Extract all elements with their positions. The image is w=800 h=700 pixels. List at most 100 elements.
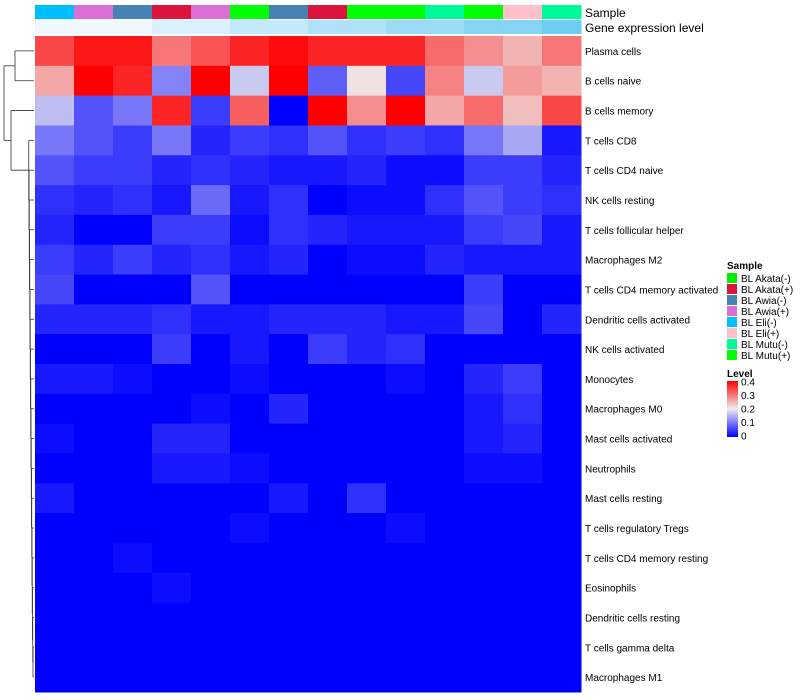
heatmap-cell bbox=[425, 304, 465, 335]
heatmap-cell bbox=[503, 602, 543, 633]
heatmap-cell bbox=[35, 393, 75, 425]
heatmap-cell bbox=[230, 125, 270, 156]
heatmap-cell bbox=[503, 36, 543, 67]
sample-track-label: Sample bbox=[585, 6, 626, 20]
heatmap-cell bbox=[230, 453, 270, 484]
row-label: T cells CD4 memory resting bbox=[585, 554, 708, 565]
heatmap-cell bbox=[35, 214, 75, 246]
heatmap-cell bbox=[308, 244, 348, 276]
heatmap-cell bbox=[386, 632, 426, 663]
heatmap-cell bbox=[191, 244, 231, 276]
heatmap-cell bbox=[113, 572, 153, 604]
heatmap-cell bbox=[503, 542, 543, 574]
heatmap-cell bbox=[308, 95, 348, 126]
heatmap-cell bbox=[152, 65, 192, 97]
heatmap-cell bbox=[113, 334, 153, 365]
sample-legend-label: BL Akata(+) bbox=[741, 285, 793, 296]
heatmap-cell bbox=[269, 393, 309, 425]
heatmap-cell bbox=[113, 155, 153, 186]
heatmap-cell bbox=[542, 542, 582, 574]
heatmap-cell bbox=[308, 393, 348, 425]
row-label: T cells CD8 bbox=[585, 136, 637, 147]
heatmap-cell bbox=[347, 662, 387, 693]
expression-level-annotation-cell bbox=[308, 20, 348, 34]
heatmap-cell bbox=[74, 95, 114, 126]
sample-legend-label: BL Mutu(+) bbox=[741, 351, 790, 362]
heatmap-cell bbox=[503, 304, 543, 335]
heatmap-cell bbox=[308, 155, 348, 186]
heatmap-cell bbox=[425, 572, 465, 604]
row-label: T cells follicular helper bbox=[585, 226, 684, 237]
heatmap-cell bbox=[230, 572, 270, 604]
heatmap-cell bbox=[230, 542, 270, 574]
sample-annotation-cell bbox=[347, 5, 387, 19]
sample-annotation-cell bbox=[386, 5, 426, 19]
heatmap-cell bbox=[113, 244, 153, 276]
heatmap-cell bbox=[464, 453, 504, 484]
heatmap-cell bbox=[425, 364, 465, 395]
heatmap-cell bbox=[230, 513, 270, 544]
heatmap-cell bbox=[308, 65, 348, 97]
heatmap-cell bbox=[308, 214, 348, 246]
sample-legend-swatch bbox=[727, 295, 737, 305]
heatmap-cell bbox=[386, 95, 426, 126]
heatmap-cell bbox=[464, 364, 504, 395]
heatmap-cell bbox=[74, 274, 114, 305]
heatmap-cell bbox=[74, 214, 114, 246]
heatmap-cell bbox=[542, 304, 582, 335]
heatmap-cell bbox=[74, 125, 114, 156]
heatmap-cell bbox=[308, 304, 348, 335]
heatmap-cell bbox=[191, 453, 231, 484]
heatmap-cell bbox=[503, 423, 543, 454]
heatmap-cell bbox=[113, 393, 153, 425]
heatmap-cell bbox=[35, 662, 75, 693]
heatmap-cell bbox=[152, 185, 192, 216]
heatmap-cell bbox=[230, 483, 270, 514]
heatmap-cell bbox=[386, 185, 426, 216]
heatmap-cell bbox=[230, 364, 270, 395]
heatmap-cell bbox=[386, 453, 426, 484]
heatmap-cell bbox=[386, 662, 426, 693]
sample-annotation-cell bbox=[425, 5, 465, 19]
sample-annotation-cell bbox=[191, 5, 231, 19]
heatmap-cell bbox=[386, 334, 426, 365]
expression-level-annotation-cell bbox=[425, 20, 465, 34]
heatmap-cell bbox=[386, 423, 426, 454]
row-label: B cells memory bbox=[585, 107, 653, 118]
heatmap-cell bbox=[464, 36, 504, 67]
heatmap-cell bbox=[230, 274, 270, 305]
heatmap-cell bbox=[269, 572, 309, 604]
heatmap-cell bbox=[35, 95, 75, 126]
sample-annotation-cell bbox=[269, 5, 309, 19]
heatmap-cell bbox=[113, 304, 153, 335]
heatmap-cell bbox=[464, 602, 504, 633]
heatmap-cell bbox=[542, 334, 582, 365]
heatmap-cell bbox=[191, 423, 231, 454]
heatmap-cell bbox=[542, 423, 582, 454]
heatmap-cell bbox=[191, 513, 231, 544]
heatmap-cell bbox=[191, 483, 231, 514]
heatmap-cell bbox=[542, 65, 582, 97]
heatmap-cell bbox=[425, 244, 465, 276]
expression-level-annotation-cell bbox=[113, 20, 153, 34]
heatmap-cell bbox=[269, 65, 309, 97]
heatmap-cell bbox=[425, 542, 465, 574]
sample-annotation-cell bbox=[464, 5, 504, 19]
heatmap-cell bbox=[152, 572, 192, 604]
heatmap-cell bbox=[35, 334, 75, 365]
heatmap-cell bbox=[230, 602, 270, 633]
row-label: NK cells activated bbox=[585, 345, 664, 356]
heatmap-cell bbox=[464, 662, 504, 693]
row-label: Dendritic cells activated bbox=[585, 315, 690, 326]
heatmap-cell bbox=[152, 513, 192, 544]
heatmap-cell bbox=[464, 185, 504, 216]
heatmap-cell bbox=[113, 453, 153, 484]
heatmap-cell bbox=[191, 214, 231, 246]
sample-legend-label: BL Awia(+) bbox=[741, 307, 789, 318]
heatmap-cell bbox=[35, 185, 75, 216]
sample-annotation-cell bbox=[230, 5, 270, 19]
heatmap-cell bbox=[191, 125, 231, 156]
heatmap-cell bbox=[152, 453, 192, 484]
heatmap-cell bbox=[191, 65, 231, 97]
heatmap-cell bbox=[425, 65, 465, 97]
